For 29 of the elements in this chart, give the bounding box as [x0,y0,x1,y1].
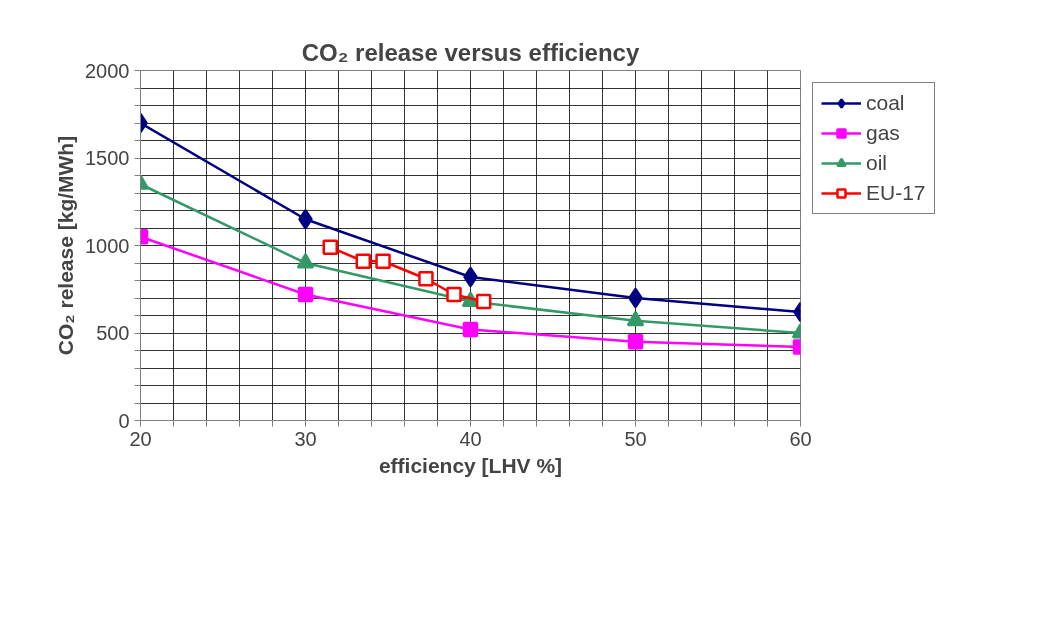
y-tick-label: 2000 [85,59,130,82]
point [462,321,479,338]
x-tick-label: 50 [624,427,647,450]
x-tick-label: 60 [789,427,812,450]
x-tick-label: 30 [294,427,317,450]
chart-title: CO₂ release versus efficiency [301,38,640,66]
legend-label: coal [866,91,905,115]
point [298,209,313,230]
x-axis-title: efficiency [LHV %] [378,453,563,477]
point [322,239,338,255]
point [475,293,492,310]
legend-label: gas [866,121,900,145]
point [627,334,644,350]
legend-label: EU-17 [866,181,926,205]
point [446,286,462,303]
x-tick-label: 20 [129,427,152,450]
y-tick-label: 0 [118,409,130,432]
y-tick-label: 1000 [85,234,130,257]
y-axis-title: CO₂ release [kg/MWh] [54,135,78,356]
point [297,286,314,303]
point [296,253,315,269]
y-tick-label: 1500 [85,147,130,169]
point [626,310,645,327]
x-tick-label: 40 [459,427,482,450]
y-tick-label: 500 [96,322,130,344]
point [355,253,371,269]
legend-label: oil [866,151,888,175]
point [418,271,434,287]
point [375,253,391,269]
